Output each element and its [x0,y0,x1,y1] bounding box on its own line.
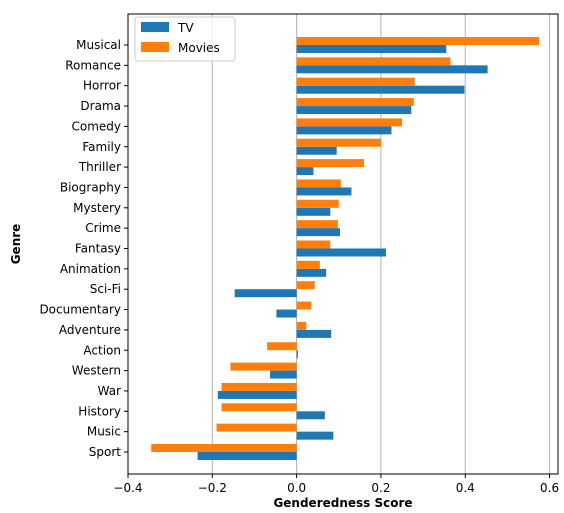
bar-movies-crime [296,220,338,229]
x-tick-label: −0.4 [113,481,142,495]
bar-tv-fantasy [296,248,386,257]
bar-tv-biography [296,187,352,196]
bar-tv-mystery [296,207,331,216]
y-tick-label: War [98,384,121,398]
bar-tv-action [296,350,298,359]
bar-tv-sport [197,452,297,460]
bar-movies-animation [296,260,320,269]
y-tick-label: History [78,404,121,418]
bar-movies-music [216,423,297,432]
y-tick-label: Action [83,343,121,357]
y-tick-label: Drama [80,99,121,113]
bar-movies-musical [296,37,540,45]
x-axis: −0.4 −0.2 0.0 0.2 0.4 0.6 [113,474,559,495]
bar-movies-fantasy [296,240,331,249]
bar-tv-horror [296,85,465,94]
y-tick-label: Family [82,140,121,154]
legend-swatch-movies [141,42,169,52]
bar-tv-comedy [296,126,392,135]
plot-frame [127,13,559,475]
bar-tv-music [296,431,334,440]
y-tick-label: Comedy [71,119,121,133]
bar-tv-western [270,370,297,379]
y-tick-label: Romance [65,58,121,72]
y-tick-label: Adventure [59,323,121,337]
y-tick-label: Animation [60,262,121,276]
bar-tv-history [296,411,325,420]
bar-movies-biography [296,179,341,188]
bar-movies-romance [296,57,451,66]
bar-movies-sci-fi [296,281,315,290]
y-tick-label: Sci-Fi [90,282,121,296]
bar-tv-documentary [276,309,297,318]
x-tick-label: 0.2 [371,481,390,495]
y-tick-label: Horror [83,79,121,93]
bar-movies-history [221,403,297,412]
y-tick-label: Documentary [39,303,121,317]
bar-movies-comedy [296,118,403,127]
y-tick-label: Crime [85,221,121,235]
legend-label-tv: TV [177,21,194,35]
bar-movies-western [230,362,297,371]
y-tick-label: Sport [89,445,122,459]
bar-tv-romance [296,65,488,74]
bar-movies-mystery [296,199,339,208]
bar-movies-drama [296,98,414,107]
y-tick-label: Fantasy [75,242,121,256]
bar-tv-thriller [296,167,314,176]
bar-tv-drama [296,106,412,115]
bar-tv-family [296,146,337,155]
bars [151,37,540,460]
bar-movies-war [221,382,297,391]
legend-swatch-tv [141,22,169,32]
bar-movies-thriller [296,159,365,168]
bar-movies-documentary [296,301,312,310]
bar-tv-adventure [296,329,332,338]
bar-tv-animation [296,268,327,277]
bar-tv-musical [296,45,447,53]
bar-tv-sci-fi [234,289,297,298]
bar-tv-war [217,390,297,399]
x-tick-label: 0.4 [456,481,475,495]
y-tick-label: Musical [76,38,121,52]
x-axis-label: Genderedness Score [273,496,412,510]
y-tick-label: Mystery [73,201,121,215]
y-tick-label: Music [87,425,121,439]
y-tick-label: Western [72,364,121,378]
bar-movies-sport [151,444,297,452]
bar-movies-horror [296,77,415,86]
legend-label-movies: Movies [178,41,220,55]
bar-movies-adventure [296,321,307,330]
bar-movies-family [296,138,381,147]
legend: TV Movies [134,16,236,62]
y-tick-label: Biography [60,180,121,194]
y-axis-label: Genre [9,224,23,265]
y-axis: Musical Romance Horror Drama Comedy Family Thr… [39,38,128,459]
x-tick-label: −0.2 [198,481,227,495]
bar-movies-action [267,342,297,351]
bar-tv-crime [296,228,341,237]
x-tick-label: 0.6 [540,481,559,495]
y-tick-label: Thriller [78,160,121,174]
x-tick-label: 0.0 [287,481,306,495]
